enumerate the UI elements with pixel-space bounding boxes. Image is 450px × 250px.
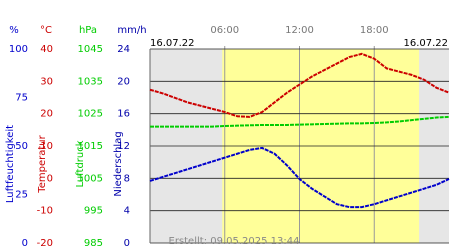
- y-tick-label: 75: [15, 93, 28, 104]
- axis-title: Temperatur: [37, 134, 48, 193]
- axis-unit: hPa: [79, 25, 97, 36]
- y-tick-label: 0: [22, 238, 28, 249]
- y-tick-label: 100: [9, 44, 28, 55]
- data-line: [149, 52, 450, 118]
- x-tick-label: 12:00: [285, 25, 314, 36]
- y-tick-label: 1025: [78, 109, 103, 120]
- y-tick-label: -20: [37, 238, 53, 249]
- axis-title: Luftdruck: [75, 140, 86, 187]
- axis-unit: °C: [40, 25, 52, 36]
- y-tick-label: 30: [40, 76, 53, 87]
- y-tick-label: 16: [117, 109, 130, 120]
- y-tick-label: 985: [84, 238, 103, 249]
- x-tick-label: 18:00: [360, 25, 389, 36]
- y-tick-label: -10: [37, 206, 53, 217]
- y-tick-label: 1045: [78, 44, 103, 55]
- axis-unit: %: [9, 25, 19, 36]
- axis-title: Luftfeuchtigkeit: [5, 125, 16, 203]
- y-tick-label: 10: [40, 141, 53, 152]
- y-tick-label: 24: [117, 44, 130, 55]
- y-tick-label: 20: [117, 76, 130, 87]
- axis-title: Niederschlag: [113, 131, 124, 196]
- y-tick-label: 1015: [78, 141, 103, 152]
- y-tick-label: 1005: [78, 173, 103, 184]
- y-tick-label: 0: [124, 238, 130, 249]
- y-tick-label: 995: [84, 206, 103, 217]
- end-date: 16.07.22: [403, 38, 448, 49]
- y-tick-label: 4: [124, 206, 130, 217]
- y-tick-label: 20: [40, 109, 53, 120]
- x-tick-label: 06:00: [210, 25, 239, 36]
- start-date: 16.07.22: [150, 38, 195, 49]
- axis-unit: mm/h: [117, 25, 146, 36]
- y-tick-label: 50: [15, 141, 28, 152]
- footer: Erstellt: 09.05.2025 13:44: [169, 236, 300, 247]
- y-tick-label: 0: [47, 173, 53, 184]
- y-tick-label: 25: [15, 190, 28, 201]
- y-tick-label: 1035: [78, 76, 103, 87]
- y-tick-label: 8: [124, 173, 130, 184]
- y-tick-label: 12: [117, 141, 130, 152]
- data-line: [149, 146, 450, 209]
- y-tick-label: 40: [40, 44, 53, 55]
